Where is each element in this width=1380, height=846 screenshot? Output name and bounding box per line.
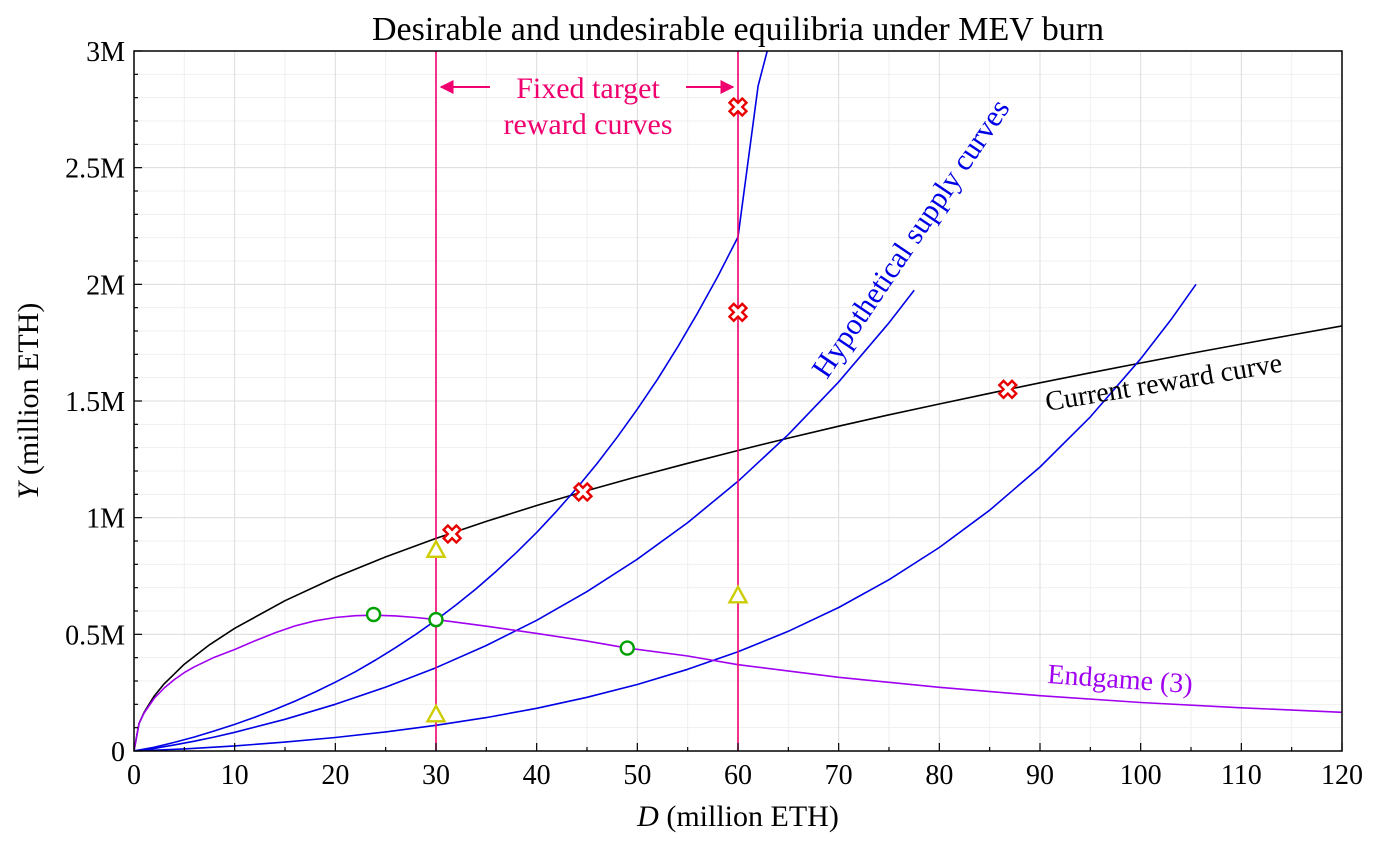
y-tick-label: 0 xyxy=(111,737,125,768)
undesirable-equilibrium-marker xyxy=(572,481,594,503)
fixed-target-label-line2: reward curves xyxy=(503,108,672,141)
x-tick-label: 110 xyxy=(1221,760,1262,791)
x-tick-label: 120 xyxy=(1321,760,1363,791)
x-tick-label: 30 xyxy=(422,760,450,791)
y-tick-label: 3M xyxy=(86,37,125,68)
undesirable-equilibrium-marker xyxy=(997,379,1018,400)
y-axis: 0 0.5M 1M 1.5M 2M 2.5M 3M xyxy=(65,37,142,768)
x-tick-label: 100 xyxy=(1120,760,1162,791)
chart-title: Desirable and undesirable equilibria und… xyxy=(372,11,1104,48)
series-line-endgame xyxy=(134,614,1342,751)
y-tick-label: 1.5M xyxy=(65,387,125,418)
series-line-supply2 xyxy=(134,289,915,751)
target-reward-lines xyxy=(435,51,739,751)
x-tick-label: 60 xyxy=(724,760,752,791)
y-tick-label: 2.5M xyxy=(65,154,125,185)
x-tick-label: 0 xyxy=(127,760,141,791)
x-tick-label: 70 xyxy=(825,760,853,791)
desirable-equilibrium-marker xyxy=(619,640,635,656)
y-tick-label: 1M xyxy=(86,504,125,535)
equilibrium-markers xyxy=(365,96,1018,723)
desirable-equilibrium-marker xyxy=(428,611,444,628)
x-tick-label: 40 xyxy=(523,760,551,791)
y-axis-unit: (million ETH) xyxy=(12,303,45,483)
neutral-equilibrium-marker xyxy=(425,538,447,559)
y-tick-label: 2M xyxy=(86,270,125,301)
undesirable-equilibrium-marker xyxy=(727,96,749,118)
undesirable-equilibrium-marker xyxy=(441,523,463,545)
x-axis-unit: (million ETH) xyxy=(659,800,839,833)
x-tick-label: 90 xyxy=(1026,760,1054,791)
fixed-target-label-line1: Fixed target xyxy=(516,72,660,105)
x-tick-label: 20 xyxy=(321,760,349,791)
y-axis-label: Y (million ETH) xyxy=(12,303,45,500)
series-line-supply3 xyxy=(134,283,1197,751)
x-tick-label: 50 xyxy=(623,760,651,791)
series-layer xyxy=(134,51,1342,751)
x-axis-label: D (million ETH) xyxy=(636,800,839,833)
desirable-equilibrium-marker xyxy=(365,606,382,623)
neutral-equilibrium-marker xyxy=(425,703,447,723)
undesirable-equilibrium-marker xyxy=(727,302,749,323)
x-tick-label: 10 xyxy=(221,760,249,791)
series-line-supply1 xyxy=(134,51,768,751)
x-tick-label: 80 xyxy=(925,760,953,791)
y-axis-variable: Y xyxy=(12,479,45,499)
x-axis: 0 10 20 30 40 50 60 70 80 90 100 110 120 xyxy=(127,743,1363,791)
fixed-target-annotation: Fixed target reward curves xyxy=(439,72,735,141)
neutral-equilibrium-marker xyxy=(727,584,749,604)
x-axis-variable: D xyxy=(636,800,659,833)
y-tick-label: 0.5M xyxy=(65,620,125,651)
series-line-reward xyxy=(134,325,1342,751)
